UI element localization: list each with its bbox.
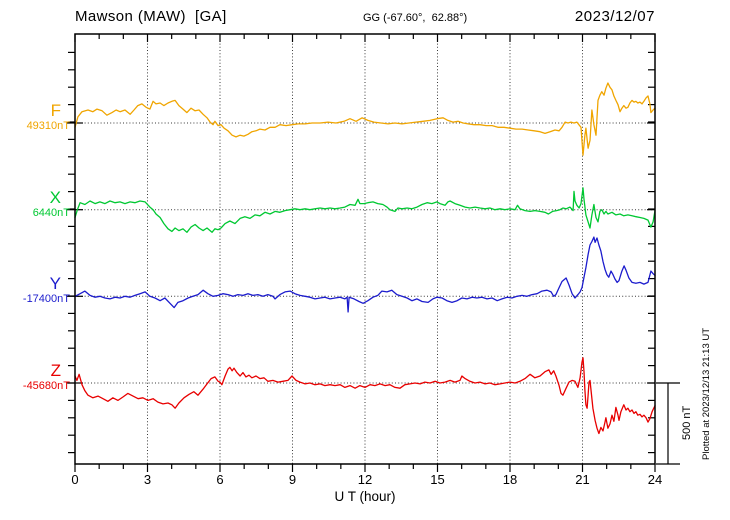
- component-symbol-F: F: [50, 101, 61, 120]
- station-coordinates: GG (-67.60°, 62.88°): [363, 12, 468, 24]
- scale-bar-label: 500 nT: [681, 405, 693, 441]
- plot-frame: [74, 33, 656, 465]
- component-label-X: X 6440nT: [0, 187, 70, 220]
- component-symbol-Z: Z: [50, 361, 61, 380]
- component-reference-Y: -17400nT: [22, 293, 70, 306]
- trace-F: [74, 82, 656, 156]
- station-title: Mawson (MAW) [GA]: [75, 8, 227, 25]
- x-tick-label-18: 18: [503, 472, 517, 487]
- x-tick-label-12: 12: [358, 472, 372, 487]
- x-tick-label-0: 0: [71, 472, 78, 487]
- trace-X: [74, 187, 656, 233]
- plot-timestamp-note: Plotted at 2023/12/13 21:13 UT: [701, 327, 712, 461]
- x-tick-label-24: 24: [648, 472, 662, 487]
- component-label-Y: Y -17400nT: [0, 275, 70, 306]
- x-tick-label-6: 6: [216, 472, 223, 487]
- trace-Y: [74, 236, 656, 313]
- component-label-F: F 49310nT: [0, 102, 70, 133]
- component-reference-F: 49310nT: [26, 120, 70, 132]
- x-tick-label-9: 9: [289, 472, 296, 487]
- component-symbol-Y: Y: [49, 274, 61, 294]
- component-label-Z: Z -45680nT: [0, 362, 70, 393]
- x-tick-label-3: 3: [144, 472, 151, 487]
- component-reference-Z: -45680nT: [22, 380, 70, 392]
- x-axis-label: U T (hour): [334, 489, 396, 504]
- component-symbol-X: X: [49, 187, 61, 207]
- x-tick-label-21: 21: [575, 472, 589, 487]
- plot-date: 2023/12/07: [574, 8, 655, 25]
- component-reference-X: 6440nT: [32, 206, 70, 219]
- x-tick-label-15: 15: [430, 472, 444, 487]
- trace-Z: [74, 357, 656, 435]
